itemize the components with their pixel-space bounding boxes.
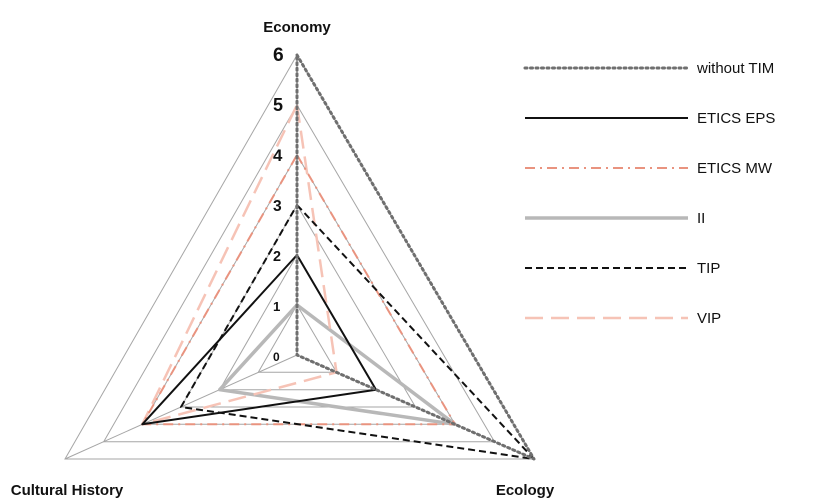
legend-item-without-tim: without TIM bbox=[523, 60, 774, 77]
legend-label-ii: II bbox=[697, 210, 705, 227]
axis-title-cultural-history: Cultural History bbox=[11, 482, 124, 499]
grid-ring-5 bbox=[102, 104, 496, 443]
series-etics-mw bbox=[141, 154, 456, 426]
series-ii bbox=[217, 303, 457, 427]
tick-label-2: 2 bbox=[273, 249, 281, 265]
tick-label-0: 0 bbox=[273, 350, 280, 364]
series-etics-eps bbox=[141, 254, 377, 426]
grid-ring-4 bbox=[141, 154, 456, 425]
tick-label-6: 6 bbox=[273, 45, 284, 66]
legend-item-etics-mw: ETICS MW bbox=[525, 160, 773, 177]
axis-title-ecology: Ecology bbox=[496, 482, 555, 499]
series-vip bbox=[141, 103, 338, 426]
grid-ring-1 bbox=[257, 304, 338, 373]
legend-item-etics-eps: ETICS EPS bbox=[525, 110, 775, 127]
tick-labels: 0 1 2 3 4 5 6 bbox=[273, 45, 284, 364]
axis-titles: Economy Ecology Cultural History bbox=[11, 19, 555, 499]
legend-item-ii: II bbox=[525, 210, 705, 227]
series-layer bbox=[141, 53, 536, 461]
legend-label-without-tim: without TIM bbox=[696, 60, 774, 77]
legend: without TIM ETICS EPS ETICS MW II TIP VIP bbox=[523, 60, 775, 327]
series-without-tim bbox=[295, 53, 536, 461]
legend-item-tip: TIP bbox=[525, 260, 720, 277]
series-tip bbox=[180, 204, 535, 460]
legend-label-etics-mw: ETICS MW bbox=[697, 160, 773, 177]
tick-label-1: 1 bbox=[273, 299, 280, 314]
axis-title-economy: Economy bbox=[263, 19, 331, 36]
tick-label-4: 4 bbox=[273, 146, 283, 165]
legend-label-vip: VIP bbox=[697, 310, 721, 327]
legend-label-tip: TIP bbox=[697, 260, 720, 277]
tick-label-5: 5 bbox=[273, 95, 283, 115]
legend-item-vip: VIP bbox=[525, 310, 721, 327]
legend-label-etics-eps: ETICS EPS bbox=[697, 110, 775, 127]
tick-label-3: 3 bbox=[273, 198, 282, 215]
